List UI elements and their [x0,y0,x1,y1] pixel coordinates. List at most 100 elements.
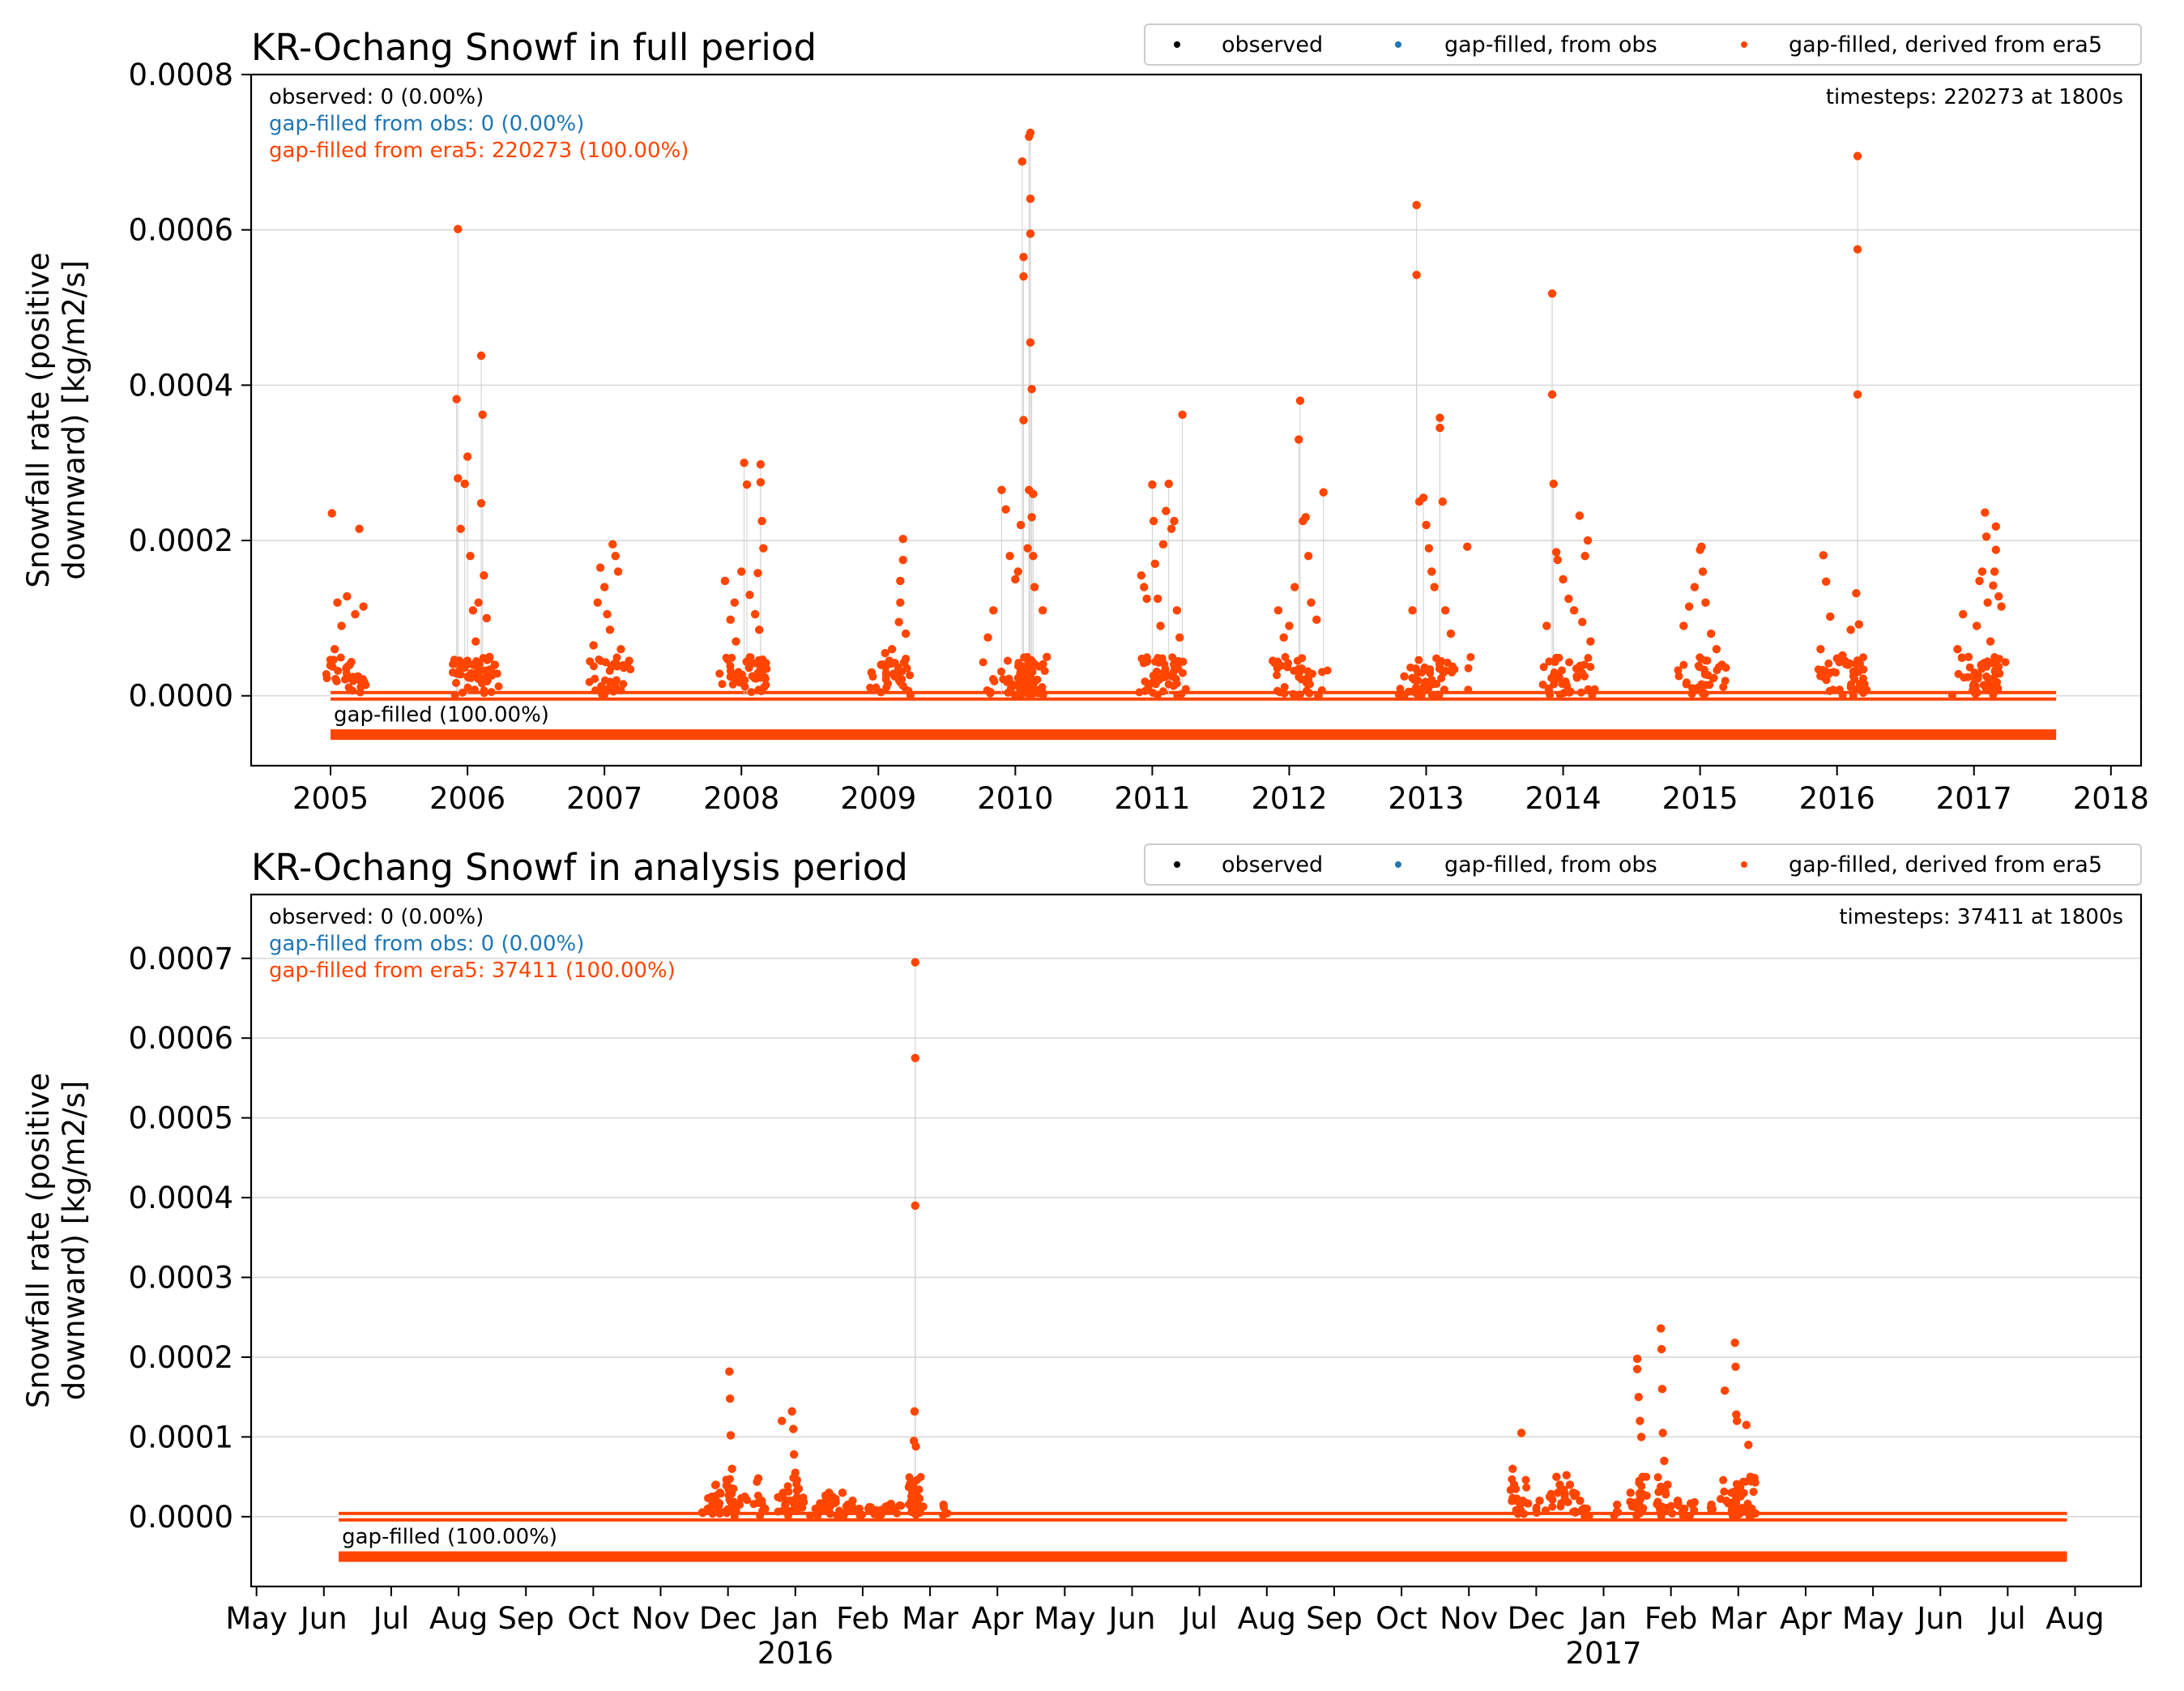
data-point [1153,594,1162,604]
legend-marker-observed [1174,41,1180,48]
data-point [989,606,998,615]
x-tick-label: Aug [2045,1601,2104,1636]
data-point-cluster [1281,652,1290,661]
data-point-cluster [899,658,908,667]
data-point [1156,621,1165,630]
data-point-cluster [877,688,885,697]
data-point-cluster [746,653,755,662]
data-point [1027,384,1036,394]
data-point-cluster [737,1493,746,1502]
data-point-cluster [914,1502,923,1511]
data-point-cluster [1414,676,1423,685]
data-point [1167,524,1176,533]
data-point-cluster [1859,665,1868,674]
data-point-cluster [1318,668,1327,677]
data-point [1422,520,1431,530]
data-point-cluster [751,659,760,668]
data-point-cluster [1545,687,1554,696]
data-point [1656,1324,1666,1333]
data-point-cluster [1563,681,1572,690]
x-tick-label: 2016 [1799,781,1875,816]
data-point [1697,542,1706,551]
data-point-cluster [1751,1478,1760,1487]
data-point [589,641,598,650]
data-point-cluster [1586,663,1595,672]
data-point-cluster [912,1475,921,1484]
data-point [727,1464,736,1473]
data-point-cluster [996,667,1005,676]
x-tick-label: Dec [1508,1601,1566,1636]
data-point [1175,633,1184,643]
data-point [1142,594,1151,604]
data-point-cluster [757,686,766,695]
legend-box [1144,23,2142,66]
data-point-cluster [1277,661,1286,670]
data-point-cluster [1828,685,1837,694]
data-point [1744,1441,1753,1450]
data-point [901,629,911,638]
data-point [1854,620,1863,629]
data-point-cluster [724,1491,733,1500]
data-point-cluster [1738,1477,1747,1486]
data-point [1657,1385,1667,1394]
x-tick-label: Mar [1710,1601,1768,1636]
data-point [1578,617,1587,626]
data-point-cluster [463,683,472,692]
data-point-cluster [732,675,740,684]
data-point [1301,513,1310,522]
data-point-cluster [343,662,352,671]
data-point [742,480,752,489]
data-point-cluster [979,658,987,667]
data-point [1164,479,1173,489]
data-point-cluster [458,688,467,697]
data-point [756,477,766,487]
data-point [454,474,463,483]
annotation-observed: observed: 0 (0.00%) [269,905,484,929]
data-point [1569,606,1579,615]
x-tick-label: Jan [1579,1601,1627,1636]
plot-frame [250,73,2143,767]
data-point [1989,581,1998,590]
data-point [480,570,488,580]
data-point [1026,194,1035,203]
data-point-cluster [704,1494,713,1503]
data-point-cluster [1273,671,1282,680]
data-point [1149,516,1158,526]
data-point [1712,645,1721,654]
data-point-cluster [1835,685,1844,694]
data-point [1158,540,1168,549]
data-point-cluster [1720,1487,1729,1496]
data-point-cluster [1730,1487,1739,1496]
data-point [1435,413,1444,422]
data-point-cluster [711,1492,720,1501]
data-point-cluster [1565,658,1574,667]
data-point [608,540,617,549]
data-point-cluster [1522,1483,1531,1492]
data-point-cluster [866,683,875,692]
data-point [343,591,352,601]
data-point-cluster [868,673,877,681]
data-point-cluster [1440,685,1448,694]
data-point [1731,1362,1740,1371]
data-point-cluster [1030,685,1039,694]
data-point-cluster [1849,691,1858,700]
data-point-cluster [1578,668,1587,677]
data-point-cluster [601,658,610,667]
data-point-cluster [471,669,480,678]
data-point [1027,513,1036,522]
annotation-from-obs: gap-filled from obs: 0 (0.00%) [269,932,584,956]
x-tick-label: 2006 [429,781,505,816]
data-point-cluster [589,662,598,671]
data-point [756,459,766,469]
data-point-cluster [1679,660,1688,669]
data-point-cluster [1464,664,1473,673]
data-point-cluster [758,655,767,664]
data-point-cluster [753,1477,761,1486]
data-point-cluster [1995,669,2004,678]
y-tick-label: 0.0001 [129,1420,233,1454]
legend-label-from_era5: gap-filled, derived from era5 [1789,852,2102,878]
data-point [593,598,602,607]
x-tick-label: Sep [497,1601,554,1636]
data-point [1438,497,1448,506]
data-point-cluster [1719,1475,1728,1484]
